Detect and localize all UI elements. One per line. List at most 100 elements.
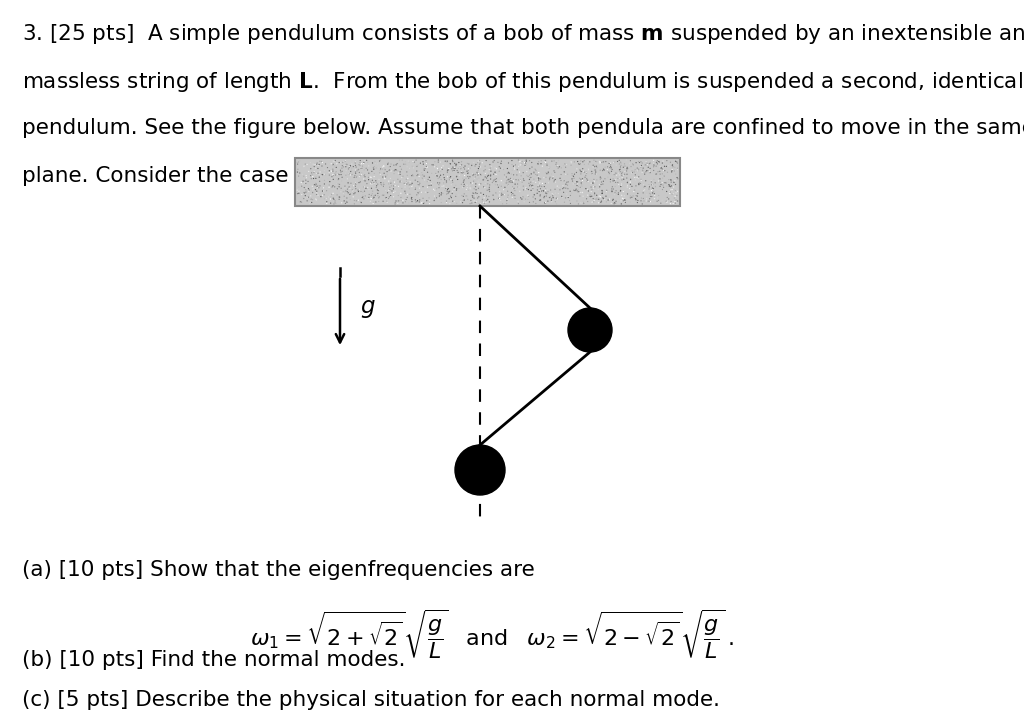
Point	[525, 167, 542, 178]
Point	[389, 158, 406, 170]
Point	[487, 198, 504, 210]
Point	[440, 183, 457, 194]
Point	[540, 166, 556, 178]
Point	[325, 173, 341, 185]
Point	[437, 155, 454, 167]
Point	[347, 187, 364, 199]
Point	[658, 181, 675, 192]
Point	[655, 171, 672, 183]
Point	[337, 167, 353, 179]
Point	[429, 163, 445, 175]
Point	[500, 177, 516, 189]
Point	[532, 173, 549, 185]
Point	[515, 181, 531, 192]
Point	[536, 172, 552, 183]
Point	[470, 163, 486, 175]
Point	[485, 194, 502, 205]
Point	[598, 187, 614, 199]
Point	[346, 194, 362, 206]
Point	[607, 174, 624, 186]
Point	[471, 170, 487, 181]
Point	[395, 159, 412, 170]
Point	[442, 191, 459, 202]
Point	[642, 191, 658, 202]
Point	[326, 170, 342, 181]
Point	[504, 191, 520, 203]
Point	[532, 183, 549, 194]
Point	[431, 188, 447, 199]
Point	[617, 196, 634, 208]
Point	[578, 170, 594, 181]
Point	[606, 198, 623, 210]
Point	[487, 176, 504, 188]
Point	[471, 198, 487, 210]
Point	[497, 171, 513, 183]
Point	[305, 171, 322, 183]
Point	[597, 173, 613, 185]
Point	[585, 178, 601, 189]
Point	[503, 168, 519, 180]
Point	[353, 169, 370, 181]
Point	[328, 169, 344, 181]
Point	[667, 162, 683, 173]
Point	[550, 160, 566, 171]
Point	[309, 187, 326, 199]
Point	[464, 197, 480, 209]
Point	[375, 196, 391, 207]
Point	[344, 184, 360, 196]
Point	[359, 182, 376, 194]
Point	[347, 170, 364, 182]
Point	[445, 162, 462, 174]
Point	[414, 172, 430, 183]
Point	[544, 196, 560, 207]
Point	[575, 198, 592, 210]
Point	[501, 173, 517, 185]
Point	[460, 186, 476, 197]
Point	[403, 192, 420, 204]
Point	[633, 195, 649, 207]
Point	[327, 195, 343, 207]
Point	[431, 182, 447, 194]
Point	[608, 196, 625, 207]
Point	[507, 159, 523, 170]
Point	[489, 170, 506, 181]
Point	[404, 197, 421, 209]
Point	[557, 182, 573, 194]
Point	[444, 188, 461, 199]
Point	[620, 163, 636, 175]
Point	[385, 175, 401, 186]
Point	[441, 185, 458, 196]
Point	[421, 171, 437, 183]
Point	[493, 162, 509, 174]
Point	[344, 158, 360, 170]
Point	[668, 194, 684, 206]
Point	[575, 197, 592, 209]
Point	[548, 159, 564, 170]
Point	[302, 197, 318, 209]
Point	[447, 191, 464, 202]
Point	[577, 168, 593, 180]
Point	[312, 191, 329, 202]
Point	[498, 177, 514, 189]
Point	[527, 164, 544, 175]
Point	[433, 189, 450, 201]
Point	[599, 164, 615, 175]
Point	[583, 186, 599, 197]
Point	[391, 154, 408, 166]
Point	[329, 173, 345, 184]
Point	[516, 196, 532, 207]
Point	[530, 167, 547, 178]
Point	[338, 185, 354, 196]
Point	[447, 188, 464, 200]
Point	[652, 176, 669, 188]
Point	[373, 178, 389, 190]
Point	[547, 191, 563, 202]
Point	[362, 178, 379, 189]
Point	[377, 164, 393, 175]
Point	[436, 185, 453, 196]
Point	[506, 175, 522, 187]
Point	[319, 192, 336, 204]
Point	[407, 168, 423, 180]
Point	[512, 175, 528, 186]
Point	[398, 173, 415, 185]
